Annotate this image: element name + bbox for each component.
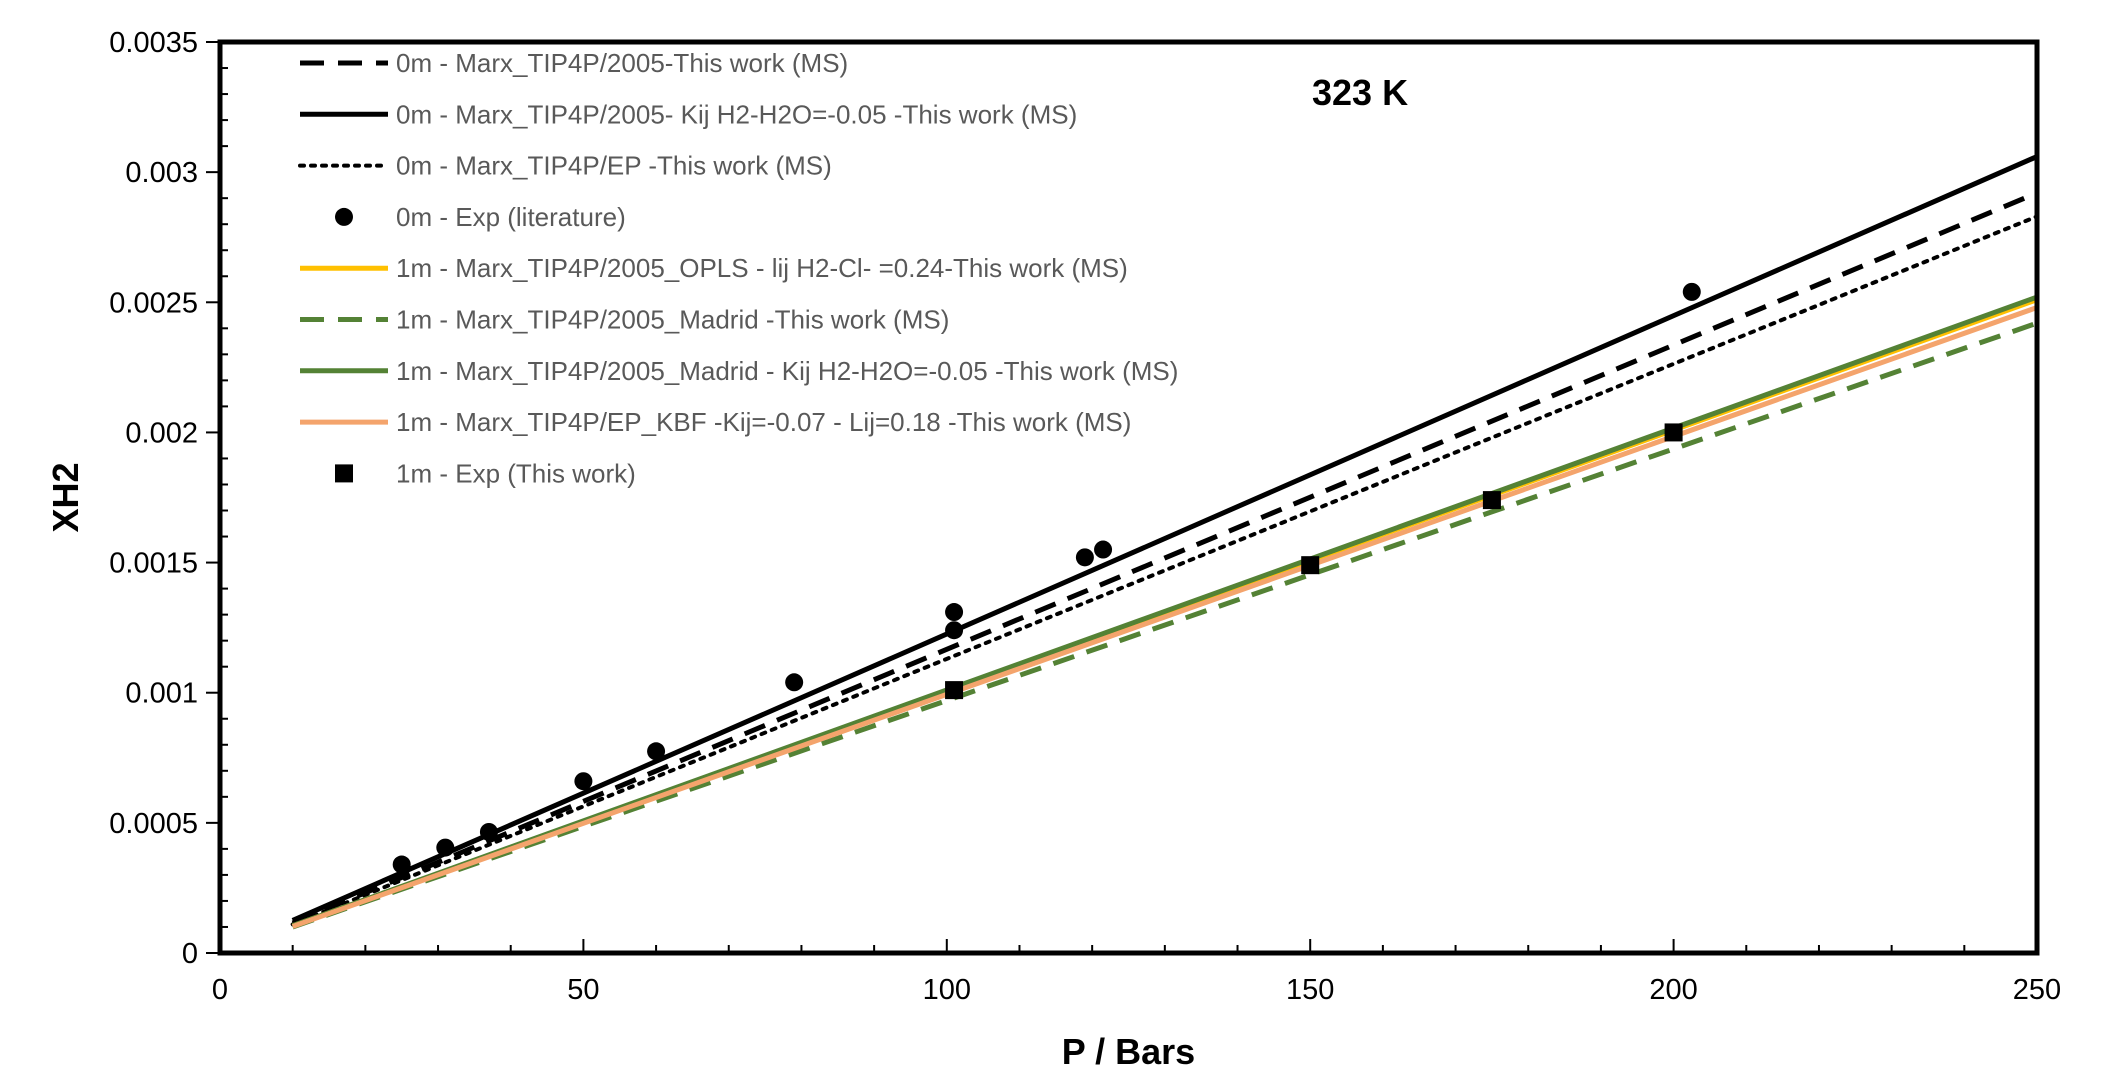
data-point-exp-this-work-1 — [1301, 556, 1320, 575]
data-point-exp-literature-9 — [1094, 540, 1113, 559]
legend-swatch-8 — [335, 464, 353, 483]
y-tick-label: 0.002 — [125, 417, 198, 449]
x-tick-label: 150 — [1286, 974, 1334, 1006]
series-layer — [290, 154, 2039, 930]
legend-label-5: 1m - Marx_TIP4P/2005_Madrid -This work (… — [396, 305, 949, 335]
series-line-7 — [291, 305, 2038, 929]
data-point-exp-literature-7 — [945, 621, 964, 640]
x-tick-label: 50 — [567, 974, 599, 1006]
data-point-exp-literature-1 — [436, 838, 455, 857]
data-point-exp-literature-10 — [1682, 282, 1701, 301]
legend-label-2: 0m - Marx_TIP4P/EP -This work (MS) — [396, 151, 832, 181]
data-point-exp-literature-3 — [574, 772, 593, 791]
y-tick-label: 0.0005 — [109, 808, 198, 840]
data-point-exp-this-work-3 — [1664, 423, 1683, 442]
legend-label-8: 1m - Exp (This work) — [396, 458, 636, 488]
series-line-2 — [290, 214, 2039, 927]
x-tick-label: 100 — [923, 974, 971, 1006]
data-point-exp-literature-5 — [785, 673, 804, 692]
data-point-exp-literature-8 — [1075, 548, 1094, 567]
y-tick-label: 0.001 — [125, 678, 198, 710]
y-tick-label: 0.0025 — [109, 287, 198, 319]
legend-label-0: 0m - Marx_TIP4P/2005-This work (MS) — [396, 48, 848, 78]
legend-label-7: 1m - Marx_TIP4P/EP_KBF -Kij=-0.07 - Lij=… — [396, 407, 1131, 437]
data-point-exp-this-work-0 — [945, 681, 964, 700]
series-line-5 — [291, 320, 2038, 930]
plot-frame — [217, 39, 2040, 956]
y-tick-label: 0.003 — [125, 157, 198, 189]
y-axis-title: XH2 — [45, 462, 86, 532]
temperature-annotation: 323 K — [1312, 72, 1408, 113]
series-line-0 — [291, 190, 2038, 926]
x-axis-title: P / Bars — [1062, 1031, 1195, 1070]
x-tick-label: 250 — [2013, 974, 2061, 1006]
x-tick-label: 200 — [1649, 974, 1697, 1006]
y-tick-label: 0.0035 — [109, 27, 198, 59]
data-point-exp-literature-6 — [945, 603, 964, 622]
y-tick-label: 0.0015 — [109, 548, 198, 580]
legend-label-4: 1m - Marx_TIP4P/2005_OPLS - lij H2-Cl- =… — [396, 253, 1128, 283]
y-tick-label: 0 — [182, 938, 198, 970]
legend: 0m - Marx_TIP4P/2005-This work (MS) 0m - … — [298, 48, 1178, 488]
legend-label-1: 0m - Marx_TIP4P/2005- Kij H2-H2O=-0.05 -… — [396, 99, 1077, 129]
data-point-exp-literature-2 — [479, 822, 498, 841]
data-point-exp-literature-4 — [647, 742, 666, 761]
x-tick-label: 0 — [212, 974, 228, 1006]
axis-layer: 0 50 100 150 200 250 0 0.0005 0.001 0.0015 0.002 0.… — [109, 27, 2061, 1006]
legend-label-6: 1m - Marx_TIP4P/2005_Madrid - Kij H2-H2O… — [396, 356, 1178, 386]
data-point-exp-literature-0 — [392, 855, 411, 874]
legend-swatch-3 — [335, 207, 353, 226]
legend-label-3: 0m - Exp (literature) — [396, 202, 626, 232]
data-point-exp-this-work-2 — [1482, 491, 1501, 510]
series-line-1 — [291, 154, 2039, 923]
